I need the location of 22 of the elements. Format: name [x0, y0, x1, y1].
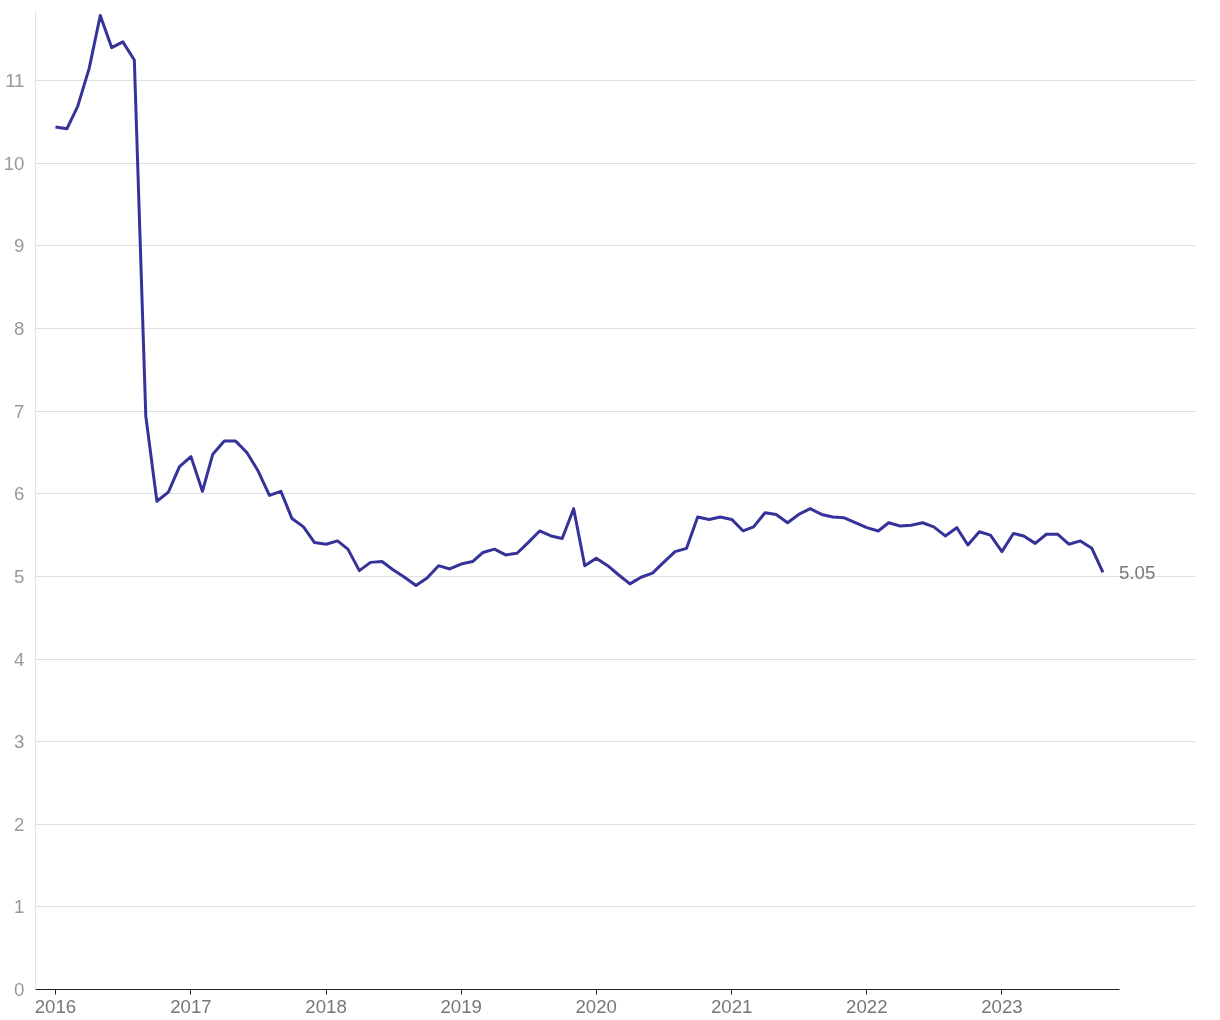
y-tick-label: 5: [14, 565, 25, 587]
annotation: 5.05: [1118, 561, 1156, 583]
y-tick-label: 2: [14, 813, 25, 835]
x-tick-label: 2018: [305, 995, 347, 1017]
y-tick-label: 10: [3, 152, 25, 174]
x-tick-label: 2019: [440, 995, 482, 1017]
line-series: [53, 13, 1105, 588]
y-tick-label: 11: [5, 70, 25, 92]
y-tick-label: 3: [14, 731, 25, 753]
y-tick-label: 6: [14, 483, 25, 505]
y-tick-label: 8: [14, 318, 25, 340]
y-tick-label: 4: [14, 648, 25, 670]
y-tick-label: 0: [14, 979, 25, 1000]
x-tick-label: 2017: [170, 995, 212, 1017]
x-tick-label: 2023: [981, 995, 1023, 1017]
x-tick-label: 2021: [710, 995, 753, 1017]
y-tick-label: 7: [14, 400, 25, 422]
x-tick-label: 2016: [34, 995, 77, 1017]
x-tick-label: 2022: [846, 995, 888, 1017]
y-tick-label: 9: [14, 235, 25, 257]
x-tick-label: 2020: [575, 995, 618, 1017]
y-tick-label: 1: [14, 896, 25, 918]
